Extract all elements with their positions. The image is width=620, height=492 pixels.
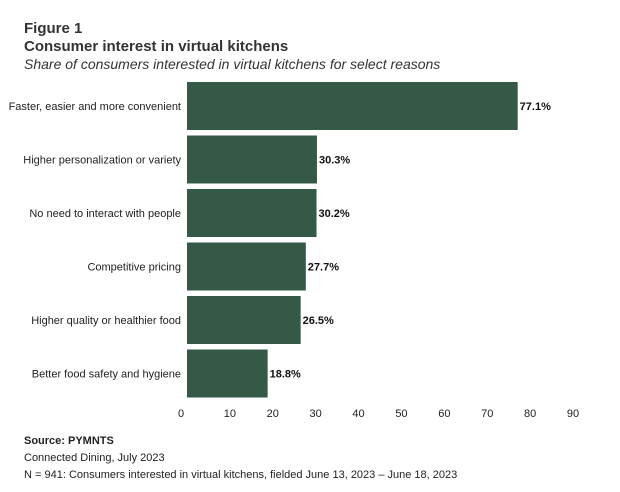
bar: [187, 349, 268, 398]
chart-subtitle: Share of consumers interested in virtual…: [24, 56, 441, 72]
bar: [187, 296, 301, 344]
category-label: Higher quality or healthier food: [31, 315, 181, 327]
value-label: 30.3%: [319, 155, 350, 167]
category-label: No need to interact with people: [29, 208, 181, 220]
x-tick-label: 20: [267, 408, 279, 420]
x-tick-label: 70: [481, 408, 493, 420]
value-label: 27.7%: [308, 262, 339, 274]
x-tick-label: 0: [178, 408, 184, 420]
category-label: Better food safety and hygiene: [32, 369, 181, 381]
figure-label: Figure 1: [24, 20, 83, 37]
chart-title: Consumer interest in virtual kitchens: [24, 38, 289, 55]
bar-chart: Faster, easier and more convenient 77.1% H…: [9, 82, 579, 420]
x-tick-label: 30: [310, 408, 322, 420]
value-label: 26.5%: [303, 315, 334, 327]
x-tick-label: 60: [438, 408, 450, 420]
x-tick-label: 80: [524, 408, 536, 420]
footer-publication: Connected Dining, July 2023: [24, 452, 165, 464]
category-label: Competitive pricing: [87, 262, 181, 274]
category-label: Faster, easier and more convenient: [9, 101, 181, 113]
bar: [187, 135, 317, 184]
x-tick-label: 50: [395, 408, 407, 420]
footer-source: Source: PYMNTS: [24, 435, 114, 447]
value-label: 30.2%: [319, 208, 350, 220]
bar: [187, 242, 306, 291]
x-tick-label: 10: [224, 408, 236, 420]
bar: [187, 189, 317, 237]
footer-note: N = 941: Consumers interested in virtual…: [24, 469, 458, 481]
x-tick-label: 90: [567, 408, 579, 420]
value-label: 77.1%: [520, 101, 551, 113]
category-label: Higher personalization or variety: [23, 155, 181, 167]
chart-footer: Source: PYMNTS Connected Dining, July 20…: [24, 433, 457, 484]
bar: [187, 82, 518, 130]
x-tick-label: 40: [352, 408, 364, 420]
value-label: 18.8%: [270, 369, 301, 381]
